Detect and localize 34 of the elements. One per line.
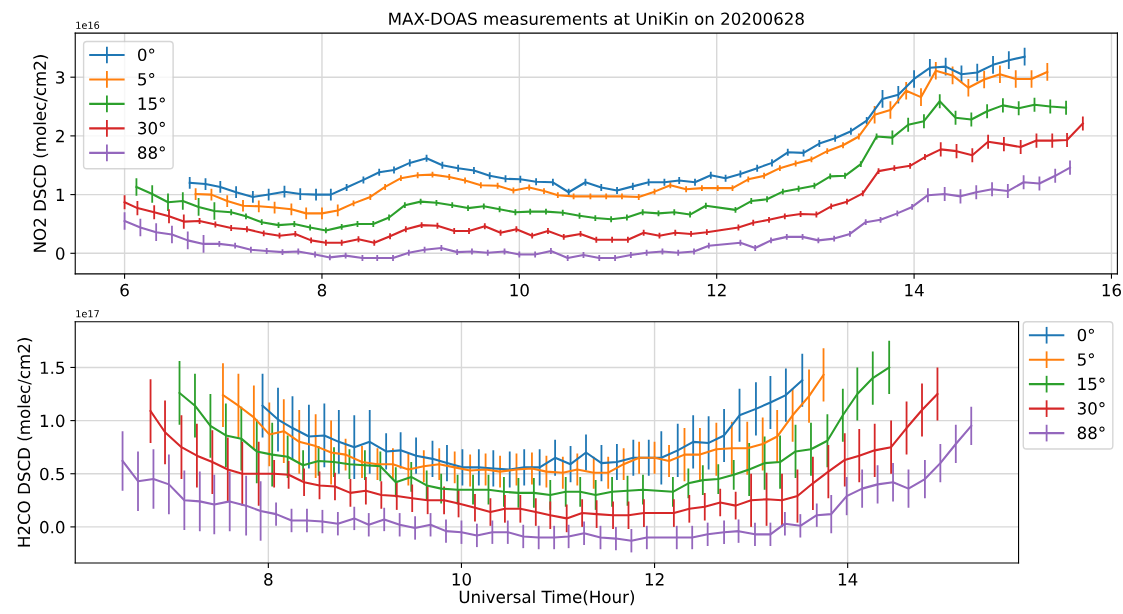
x-tick-label: 10 [452, 573, 471, 586]
y-axis-title: NO2 DSCD (molec/cm2) [33, 55, 49, 252]
legend-label: 5° [138, 72, 155, 86]
legend-label: 15° [138, 97, 165, 110]
x-tick-label: 10 [510, 283, 529, 297]
text: 1e17 [76, 310, 99, 318]
legend-label: 30° [1077, 402, 1105, 415]
legend-label: 30° [138, 121, 165, 135]
legend-label: 15° [1078, 377, 1105, 391]
legend-label: 0° [138, 48, 155, 62]
y-tick-label: 0.0 [40, 520, 65, 534]
x-axis-title: Universal Time(Hour) [459, 590, 635, 606]
legend-label: 5° [1077, 353, 1094, 366]
x-tick-label: 8 [264, 573, 273, 586]
x-tick-label: 16 [1102, 283, 1122, 297]
x-tick-label: 6 [120, 283, 129, 297]
x-tick-label: 12 [707, 283, 726, 297]
y-tick-label: 3 [56, 71, 65, 84]
x-tick-label: 8 [317, 283, 327, 297]
y-tick-label: 0 [56, 247, 65, 260]
legend-label: 88° [138, 146, 165, 159]
chart-title: MAX-DOAS measurements at UniKin on 20200628 [389, 12, 804, 26]
legend-label: 88° [1077, 426, 1105, 440]
x-tick-label: 12 [645, 573, 664, 586]
y-tick-label: 0.5 [40, 467, 65, 481]
y-tick-label: 1.5 [40, 361, 65, 375]
y-tick-label: 2 [56, 129, 64, 143]
y-axis-title: H2CO DSCD (molec/cm2) [17, 338, 33, 547]
text: 1e16 [76, 21, 100, 29]
x-tick-label: 14 [905, 284, 924, 297]
x-tick-label: 14 [838, 573, 858, 586]
y-tick-label: 1 [56, 188, 64, 201]
legend-label: 0° [1077, 328, 1094, 342]
y-tick-label: 1.0 [40, 414, 65, 428]
